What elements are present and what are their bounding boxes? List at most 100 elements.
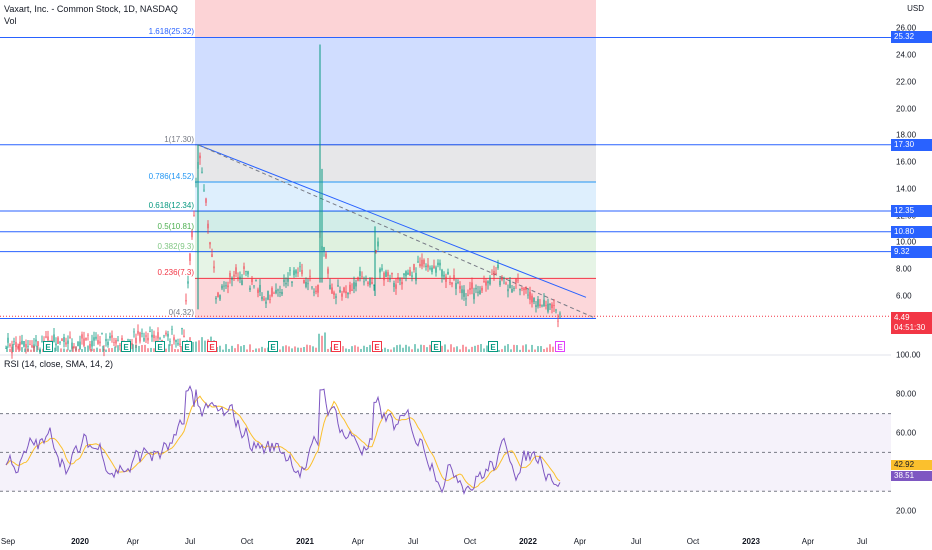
- candle-body: [391, 272, 393, 275]
- candle-body: [91, 340, 93, 347]
- volume-bar: [198, 340, 200, 352]
- time-tick-label: Oct: [240, 537, 254, 546]
- candle-body: [9, 344, 11, 347]
- earnings-marker[interactable]: E: [431, 341, 441, 352]
- earnings-marker[interactable]: E: [488, 341, 498, 352]
- earnings-marker[interactable]: E: [555, 341, 565, 352]
- earnings-marker[interactable]: E: [121, 341, 131, 352]
- earnings-marker[interactable]: E: [331, 341, 341, 352]
- fib-zone-382: [195, 251, 596, 279]
- price-tick-label: 14.00: [896, 184, 917, 194]
- candle-body: [379, 268, 381, 273]
- candle-body: [79, 341, 81, 350]
- volume-bar: [93, 348, 95, 352]
- time-tick-label: Jul: [856, 537, 868, 546]
- volume-bar: [423, 345, 425, 352]
- volume-bar: [348, 349, 350, 352]
- candle-body: [531, 295, 533, 303]
- candle-body: [273, 292, 275, 294]
- candle-body: [345, 291, 347, 294]
- candle-body: [465, 298, 467, 300]
- candle-body: [483, 281, 485, 282]
- earnings-marker[interactable]: E: [182, 341, 192, 352]
- volume-bar: [225, 344, 227, 352]
- earnings-marker[interactable]: E: [43, 341, 53, 352]
- volume-bar: [525, 344, 527, 352]
- volume-bar: [84, 346, 86, 352]
- candle-body: [401, 282, 403, 285]
- candle-body: [333, 292, 335, 295]
- earnings-marker[interactable]: E: [372, 341, 382, 352]
- candle-body: [21, 340, 23, 345]
- candle-body: [371, 282, 373, 284]
- volume-bar: [303, 346, 305, 352]
- candle-body: [47, 336, 49, 341]
- candle-body: [291, 281, 293, 284]
- candle-body: [119, 345, 121, 347]
- volume-bar: [171, 344, 173, 352]
- candle-body: [341, 293, 343, 297]
- candle-body: [55, 343, 57, 346]
- candle-body: [179, 343, 181, 345]
- candle-body: [67, 340, 69, 344]
- level-price-badge: 10.80: [891, 225, 932, 238]
- candle-body: [533, 297, 535, 302]
- fib-level-label: 0.236(7.3): [157, 268, 194, 278]
- candle-body: [435, 267, 437, 273]
- earnings-marker[interactable]: E: [268, 341, 278, 352]
- candle-body: [317, 284, 319, 293]
- earnings-marker[interactable]: E: [207, 341, 217, 352]
- volume-bar: [90, 348, 92, 352]
- volume-bar: [249, 344, 251, 352]
- volume-bar: [138, 345, 140, 352]
- volume-bar: [264, 348, 266, 352]
- candle-body: [133, 331, 135, 333]
- candle-body: [241, 280, 243, 286]
- candle-body: [543, 299, 545, 307]
- candle-body: [13, 341, 15, 343]
- volume-bar: [195, 341, 197, 352]
- candle-body: [171, 328, 173, 330]
- volume-bar: [27, 348, 29, 352]
- currency-label[interactable]: USD: [907, 4, 924, 13]
- candle-body: [547, 303, 549, 312]
- candle-body: [111, 335, 113, 338]
- volume-bar: [288, 346, 290, 352]
- candle-body: [419, 263, 421, 267]
- volume-bar: [300, 347, 302, 352]
- volume-bar: [117, 345, 119, 352]
- time-tick-label: Oct: [463, 537, 477, 546]
- volume-bar: [96, 347, 98, 352]
- earnings-marker[interactable]: E: [155, 341, 165, 352]
- volume-bar: [441, 345, 443, 352]
- candle-body: [157, 332, 159, 339]
- volume-bar: [18, 344, 20, 352]
- volume-bar: [240, 346, 242, 352]
- candle-body: [233, 274, 235, 277]
- price-tick-label: 24.00: [896, 50, 917, 60]
- candle-body: [253, 285, 255, 287]
- rsi-legend: RSI (14, close, SMA, 14, 2): [4, 359, 114, 369]
- volume-bar: [174, 349, 176, 352]
- candle-body: [161, 340, 163, 341]
- rsi-value-badge: 42.92: [891, 460, 932, 470]
- candle-body: [511, 288, 513, 293]
- volume-bar: [258, 348, 260, 352]
- candle-body: [459, 286, 461, 289]
- candle-body: [85, 337, 87, 340]
- candle-body: [217, 292, 219, 298]
- volume-bar: [219, 345, 221, 352]
- volume-bar: [354, 345, 356, 352]
- fib-level-label: 0.5(10.81): [157, 221, 194, 231]
- candle-body: [469, 287, 471, 290]
- candle-body: [395, 284, 397, 289]
- volume-bar: [390, 349, 392, 352]
- candle-body: [235, 267, 237, 275]
- candle-body: [89, 344, 91, 349]
- volume-bar: [66, 349, 68, 352]
- volume-bar: [282, 346, 284, 352]
- candle-body: [293, 270, 295, 276]
- chart-canvas[interactable]: [0, 0, 891, 550]
- candle-body: [443, 274, 445, 277]
- volume-bar: [135, 344, 137, 352]
